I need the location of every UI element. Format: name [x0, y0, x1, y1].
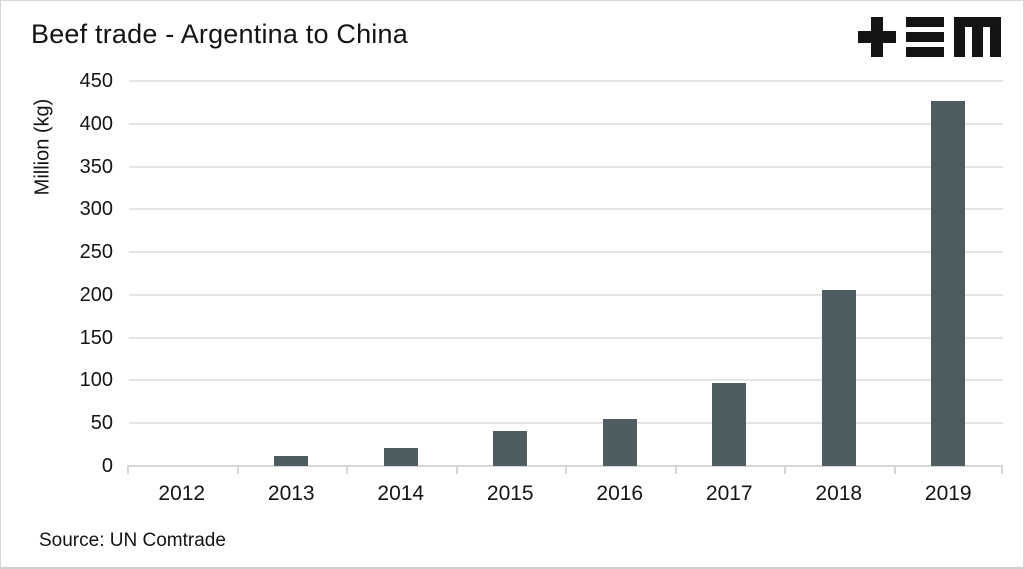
bar-2014 [383, 448, 418, 466]
x-axis-tick [455, 466, 458, 474]
gridline-250 [129, 251, 1003, 254]
x-tick-label-2013: 2013 [267, 482, 315, 505]
y-tick-label-300: 300 [79, 198, 113, 221]
x-axis-tick [674, 466, 677, 474]
gridline-450 [129, 80, 1003, 82]
gridline-350 [129, 165, 1003, 168]
logo-glyphs [858, 17, 1001, 57]
x-axis-tick [893, 466, 896, 474]
y-tick-label-450: 450 [79, 70, 113, 92]
x-tick-label-2012: 2012 [158, 482, 206, 505]
x-tick-label-2015: 2015 [486, 482, 534, 505]
x-axis-tick [784, 466, 786, 474]
y-tick-label-200: 200 [79, 283, 113, 306]
bar-2017 [712, 383, 747, 466]
bar-2019 [931, 100, 966, 466]
bar-2013 [274, 455, 309, 466]
x-axis-tick [236, 466, 239, 474]
x-axis-tick [346, 466, 348, 474]
gridline-100 [129, 379, 1003, 382]
x-tick-label-2018: 2018 [815, 482, 863, 505]
x-tick-label-2017: 2017 [705, 482, 753, 505]
gridline-300 [129, 208, 1003, 211]
gridline-200 [129, 293, 1003, 296]
y-tick-label-0: 0 [101, 455, 113, 477]
gridline-50 [129, 422, 1003, 425]
y-tick-label-350: 350 [79, 155, 113, 178]
x-tick-label-2014: 2014 [377, 482, 425, 505]
source-note: Source: UN Comtrade [39, 530, 226, 551]
x-tick-label-2019: 2019 [924, 482, 972, 505]
x-axis-tick [127, 466, 129, 474]
gridline-150 [129, 336, 1003, 339]
y-tick-label-150: 150 [79, 326, 113, 349]
bar-2016 [602, 418, 637, 466]
chart-title: Beef trade - Argentina to China [31, 19, 408, 49]
y-tick-label-400: 400 [79, 112, 113, 135]
y-tick-label-250: 250 [79, 241, 113, 264]
gridline-400 [129, 122, 1003, 125]
x-tick-label-2016: 2016 [596, 482, 644, 505]
y-tick-label-100: 100 [79, 369, 113, 392]
bar-2018 [821, 289, 856, 466]
plot-area: 0 50 100 150 200 250 300 350 400 450 2012 2013 2014 2… [80, 70, 1003, 505]
tem-logo-icon [858, 17, 1001, 57]
x-axis-tick [565, 466, 567, 474]
y-tick-label-50: 50 [90, 412, 113, 435]
bar-2015 [493, 430, 528, 466]
x-axis-tick [1001, 466, 1003, 474]
